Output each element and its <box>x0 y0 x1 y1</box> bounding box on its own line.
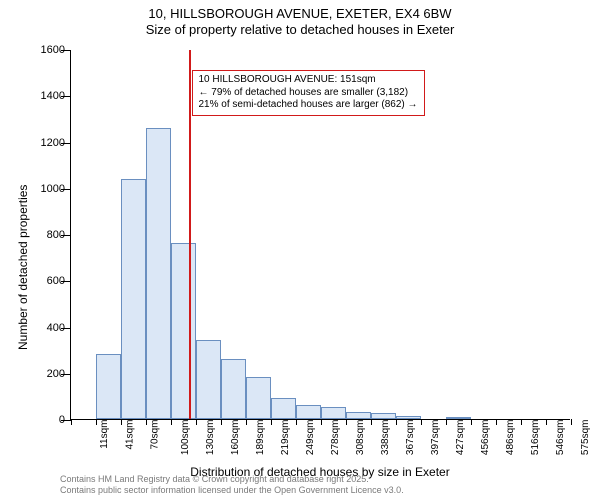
chart-area: 0200400600800100012001400160011sqm41sqm7… <box>70 50 570 420</box>
histogram-bar <box>121 179 146 420</box>
histogram-bar <box>271 398 296 419</box>
x-tick-label: 486sqm <box>505 420 516 456</box>
x-tick <box>546 419 547 425</box>
y-tick-label: 1600 <box>21 44 65 56</box>
x-tick <box>71 419 72 425</box>
y-axis-label: Number of detached properties <box>16 185 30 350</box>
x-tick <box>271 419 272 425</box>
x-tick <box>571 419 572 425</box>
x-tick-label: 219sqm <box>280 420 291 456</box>
x-tick-label: 189sqm <box>255 420 266 456</box>
x-tick-label: 308sqm <box>355 420 366 456</box>
annotation-line3: 21% of semi-detached houses are larger (… <box>199 99 418 112</box>
x-tick <box>221 419 222 425</box>
annotation-line2: ← 79% of detached houses are smaller (3,… <box>199 87 418 100</box>
x-tick <box>446 419 447 425</box>
histogram-bar <box>296 405 321 419</box>
x-tick-label: 367sqm <box>405 420 416 456</box>
x-tick-label: 516sqm <box>530 420 541 456</box>
x-tick-label: 278sqm <box>330 420 341 456</box>
histogram-bar <box>346 412 371 419</box>
x-tick-label: 456sqm <box>480 420 491 456</box>
histogram-bar <box>171 243 196 419</box>
x-tick-label: 160sqm <box>230 420 241 456</box>
x-tick-label: 41sqm <box>125 420 136 450</box>
y-tick-label: 1400 <box>21 90 65 102</box>
chart-title: 10, HILLSBOROUGH AVENUE, EXETER, EX4 6BW… <box>0 0 600 39</box>
x-tick-label: 575sqm <box>580 420 591 456</box>
x-tick <box>296 419 297 425</box>
x-tick-label: 11sqm <box>99 420 110 449</box>
x-tick <box>421 419 422 425</box>
x-tick <box>471 419 472 425</box>
histogram-bar <box>221 359 246 419</box>
x-tick <box>496 419 497 425</box>
x-tick <box>346 419 347 425</box>
x-tick <box>96 419 97 425</box>
footer-line1: Contains HM Land Registry data © Crown c… <box>60 474 404 485</box>
x-tick-label: 100sqm <box>180 420 191 456</box>
x-tick <box>196 419 197 425</box>
attribution-footer: Contains HM Land Registry data © Crown c… <box>60 474 404 496</box>
x-tick <box>171 419 172 425</box>
x-tick <box>121 419 122 425</box>
x-tick <box>521 419 522 425</box>
footer-line2: Contains public sector information licen… <box>60 485 404 496</box>
x-tick <box>246 419 247 425</box>
title-line2: Size of property relative to detached ho… <box>0 22 600 38</box>
title-line1: 10, HILLSBOROUGH AVENUE, EXETER, EX4 6BW <box>0 6 600 22</box>
x-tick <box>371 419 372 425</box>
x-tick-label: 397sqm <box>430 420 441 456</box>
histogram-bar <box>196 340 221 419</box>
histogram-bar <box>246 377 271 419</box>
x-tick-label: 427sqm <box>455 420 466 456</box>
x-tick-label: 70sqm <box>150 420 161 450</box>
histogram-bar <box>321 407 346 419</box>
property-marker-line <box>189 50 191 419</box>
histogram-bar <box>396 416 421 419</box>
plot-region: 0200400600800100012001400160011sqm41sqm7… <box>70 50 570 420</box>
y-tick-label: 0 <box>21 414 65 426</box>
histogram-bar <box>371 413 396 419</box>
y-tick-label: 1200 <box>21 137 65 149</box>
annotation-box: 10 HILLSBOROUGH AVENUE: 151sqm← 79% of d… <box>192 70 425 116</box>
x-tick-label: 546sqm <box>555 420 566 456</box>
annotation-line1: 10 HILLSBOROUGH AVENUE: 151sqm <box>199 74 418 87</box>
x-tick-label: 249sqm <box>305 420 316 456</box>
x-tick-label: 130sqm <box>205 420 216 456</box>
x-tick <box>321 419 322 425</box>
y-tick-label: 200 <box>21 368 65 380</box>
x-tick <box>146 419 147 425</box>
x-tick <box>396 419 397 425</box>
x-tick-label: 338sqm <box>380 420 391 456</box>
histogram-bar <box>146 128 171 419</box>
histogram-bar <box>96 354 121 419</box>
